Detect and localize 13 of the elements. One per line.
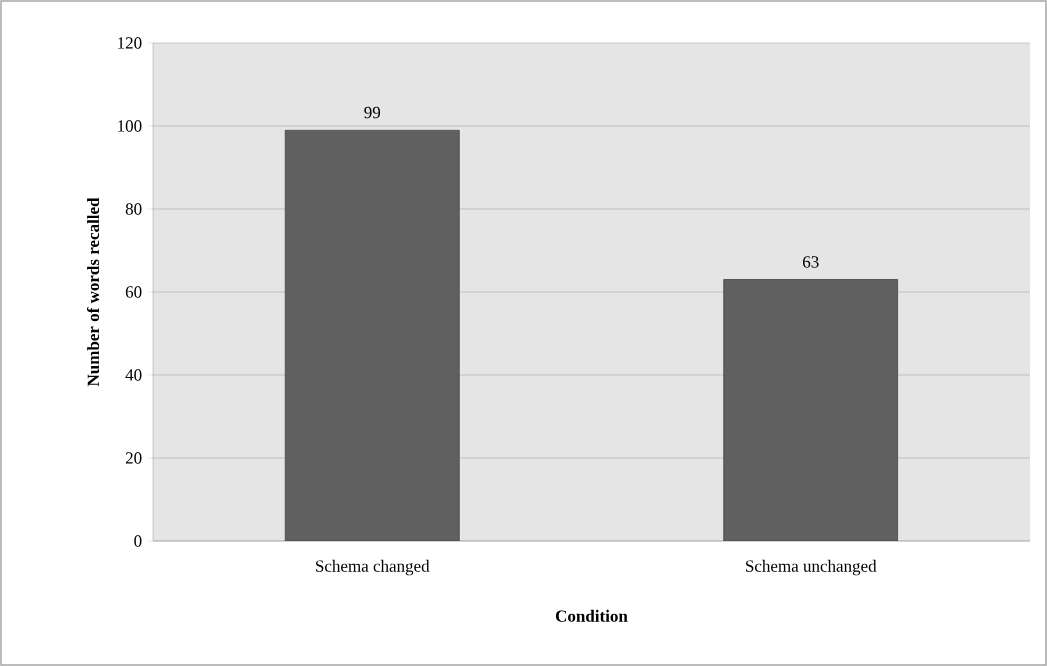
y-tick-label: 20 bbox=[125, 452, 142, 464]
y-tick-label: 120 bbox=[118, 37, 142, 49]
y-axis-title: Number of words recalled bbox=[86, 197, 100, 387]
y-tick-label: 40 bbox=[125, 369, 142, 381]
data-label: 99 bbox=[364, 106, 381, 119]
x-axis-title: Condition bbox=[555, 609, 628, 622]
data-label: 63 bbox=[802, 256, 819, 268]
y-tick-label: 0 bbox=[134, 535, 142, 547]
y-tick-label: 60 bbox=[125, 286, 142, 298]
y-tick-label: 100 bbox=[118, 120, 142, 132]
x-tick-label: Schema changed bbox=[316, 559, 430, 576]
x-tick-label: Schema unchanged bbox=[746, 559, 877, 576]
y-tick-label: 80 bbox=[125, 203, 142, 215]
